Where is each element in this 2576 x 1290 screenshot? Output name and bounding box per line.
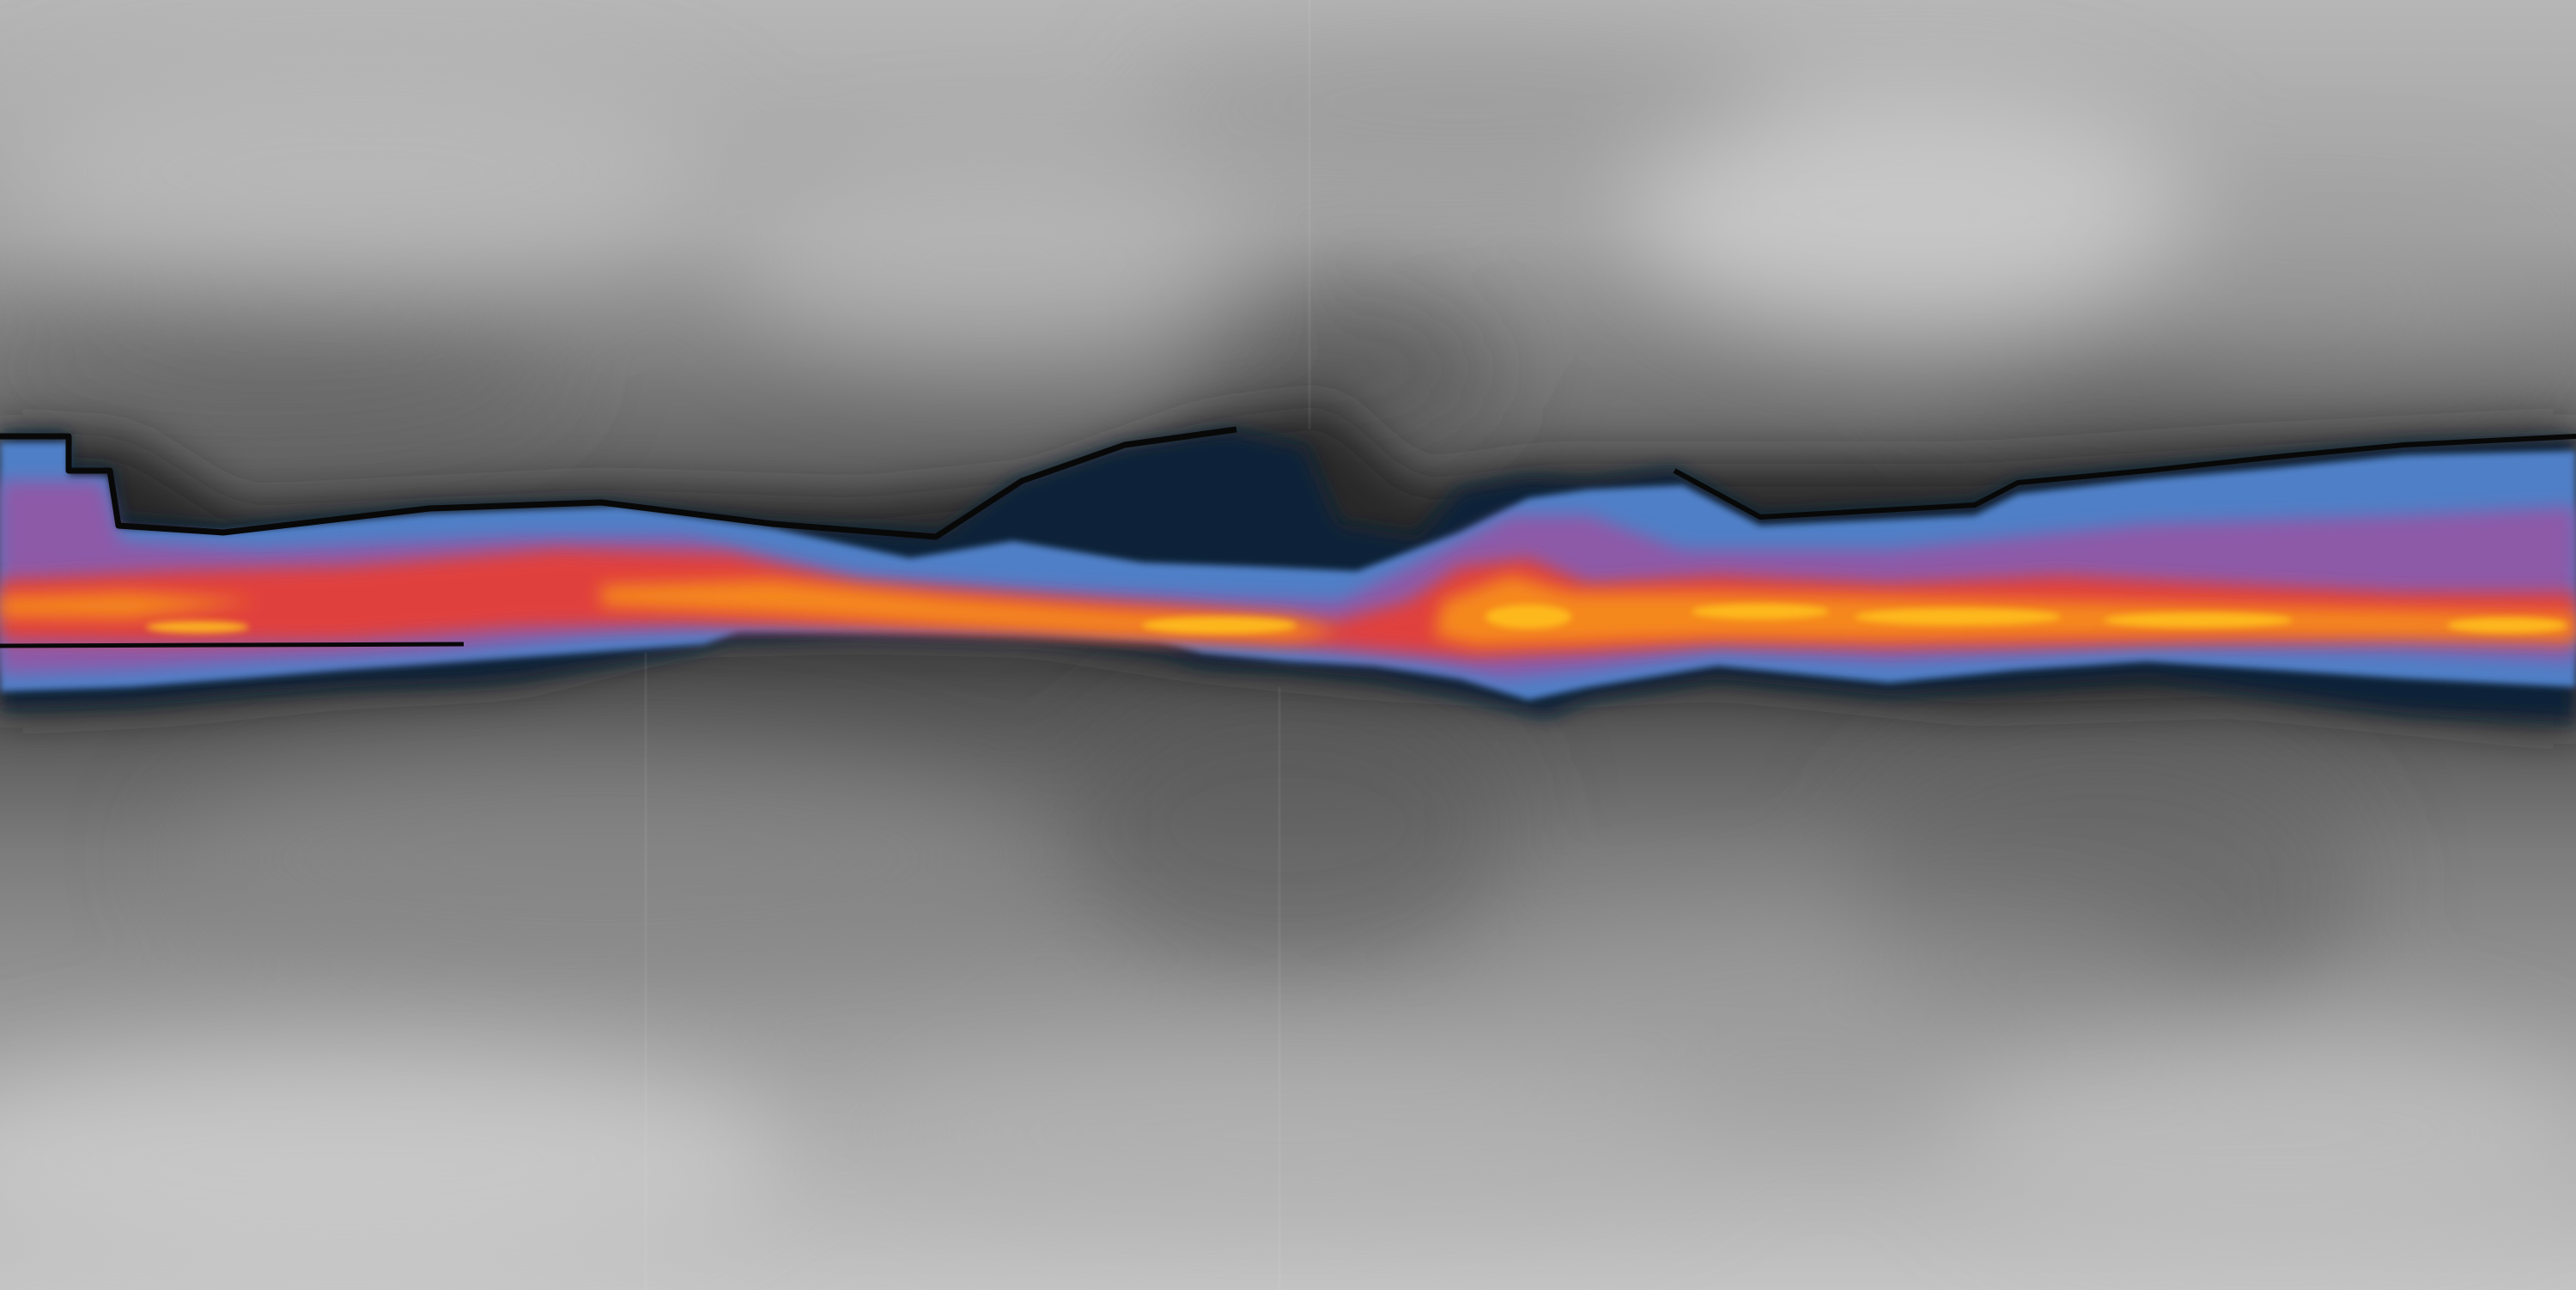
grayscale-blotches — [0, 34, 2576, 1271]
data-seams — [644, 0, 1311, 1290]
band-edge-lines — [0, 426, 2576, 648]
band-yellow-highlights — [146, 604, 2567, 634]
band-orange — [0, 575, 2576, 646]
